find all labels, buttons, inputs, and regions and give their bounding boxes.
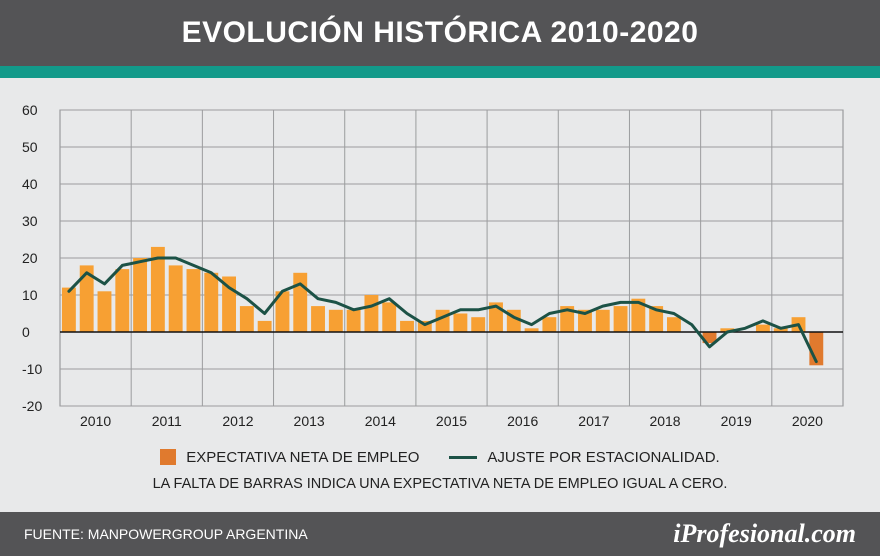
bar [239,306,254,332]
bar [364,295,379,332]
bar [435,309,450,332]
page-title: EVOLUCIÓN HISTÓRICA 2010-2020 [181,16,699,49]
legend: EXPECTATIVA NETA DE EMPLEO AJUSTE POR ES… [0,440,880,474]
legend-label-line: AJUSTE POR ESTACIONALIDAD. [487,448,720,466]
y-tick-label: -20 [22,398,42,414]
bar [293,272,308,332]
bar [186,269,201,332]
bar [649,306,664,332]
bar [667,317,681,332]
bar [275,291,290,332]
x-tick-label: 2013 [294,413,325,429]
chart-area: 60 50 40 30 20 10 0 -10 -20 2010 2011 2012 2013 2014 2… [0,78,880,438]
bar [204,272,219,332]
line-swatch-icon [449,455,478,459]
bar [311,306,325,332]
y-tick-label: 10 [22,287,38,303]
x-tick-label: 2019 [721,413,752,429]
accent-bar [0,66,880,78]
x-tick-label: 2018 [649,413,680,429]
x-tick-label: 2015 [436,413,467,429]
bar [560,306,575,332]
y-tick-label: 60 [22,102,38,118]
footer: FUENTE: MANPOWERGROUP ARGENTINA iProfesi… [0,512,880,556]
bar [133,258,148,332]
seasonal-adjustment-line [67,256,818,364]
bar [702,332,717,344]
bar [328,309,343,332]
bar [755,324,770,332]
bar [453,313,468,332]
bar [257,320,272,332]
x-tick-label: 2011 [152,413,182,429]
legend-item-bars: EXPECTATIVA NETA DE EMPLEO [160,449,419,466]
x-tick-label: 2014 [365,413,396,429]
x-tick-label: 2020 [792,413,823,429]
bar [79,265,94,332]
bar [115,269,130,332]
y-tick-label: 30 [22,213,38,229]
bar [773,328,788,332]
y-tick-label: 20 [22,250,38,266]
x-tick-label: 2016 [507,413,538,429]
bar [400,320,414,332]
bar [346,309,361,332]
header: EVOLUCIÓN HISTÓRICA 2010-2020 [0,0,880,66]
bar [542,317,557,332]
x-tick-label: 2017 [578,413,609,429]
y-tick-label: 40 [22,176,38,192]
brand-logo: iProfesional.com [673,519,856,548]
bar [631,298,646,332]
bar [168,265,183,332]
y-tick-label: 0 [22,324,30,340]
bar [150,246,165,332]
bar [524,328,539,332]
bar [61,287,76,332]
bar [578,309,592,332]
bar [417,320,432,332]
source-label: FUENTE: MANPOWERGROUP ARGENTINA [24,526,308,542]
legend-label-bars: EXPECTATIVA NETA DE EMPLEO [186,448,420,466]
bar [97,291,112,332]
legend-item-line: AJUSTE POR ESTACIONALIDAD. [449,448,720,466]
y-tick-label: 50 [22,139,38,155]
x-tick-label: 2012 [222,413,253,429]
bar [382,302,397,332]
bar [720,328,735,332]
bar [613,306,628,332]
chart-note: LA FALTA DE BARRAS INDICA UNA EXPECTATIV… [152,476,728,492]
x-tick-label: 2010 [80,413,111,429]
bar-swatch-icon [160,449,177,465]
bar [471,317,486,332]
y-tick-label: -10 [22,361,42,377]
bar [595,309,610,332]
